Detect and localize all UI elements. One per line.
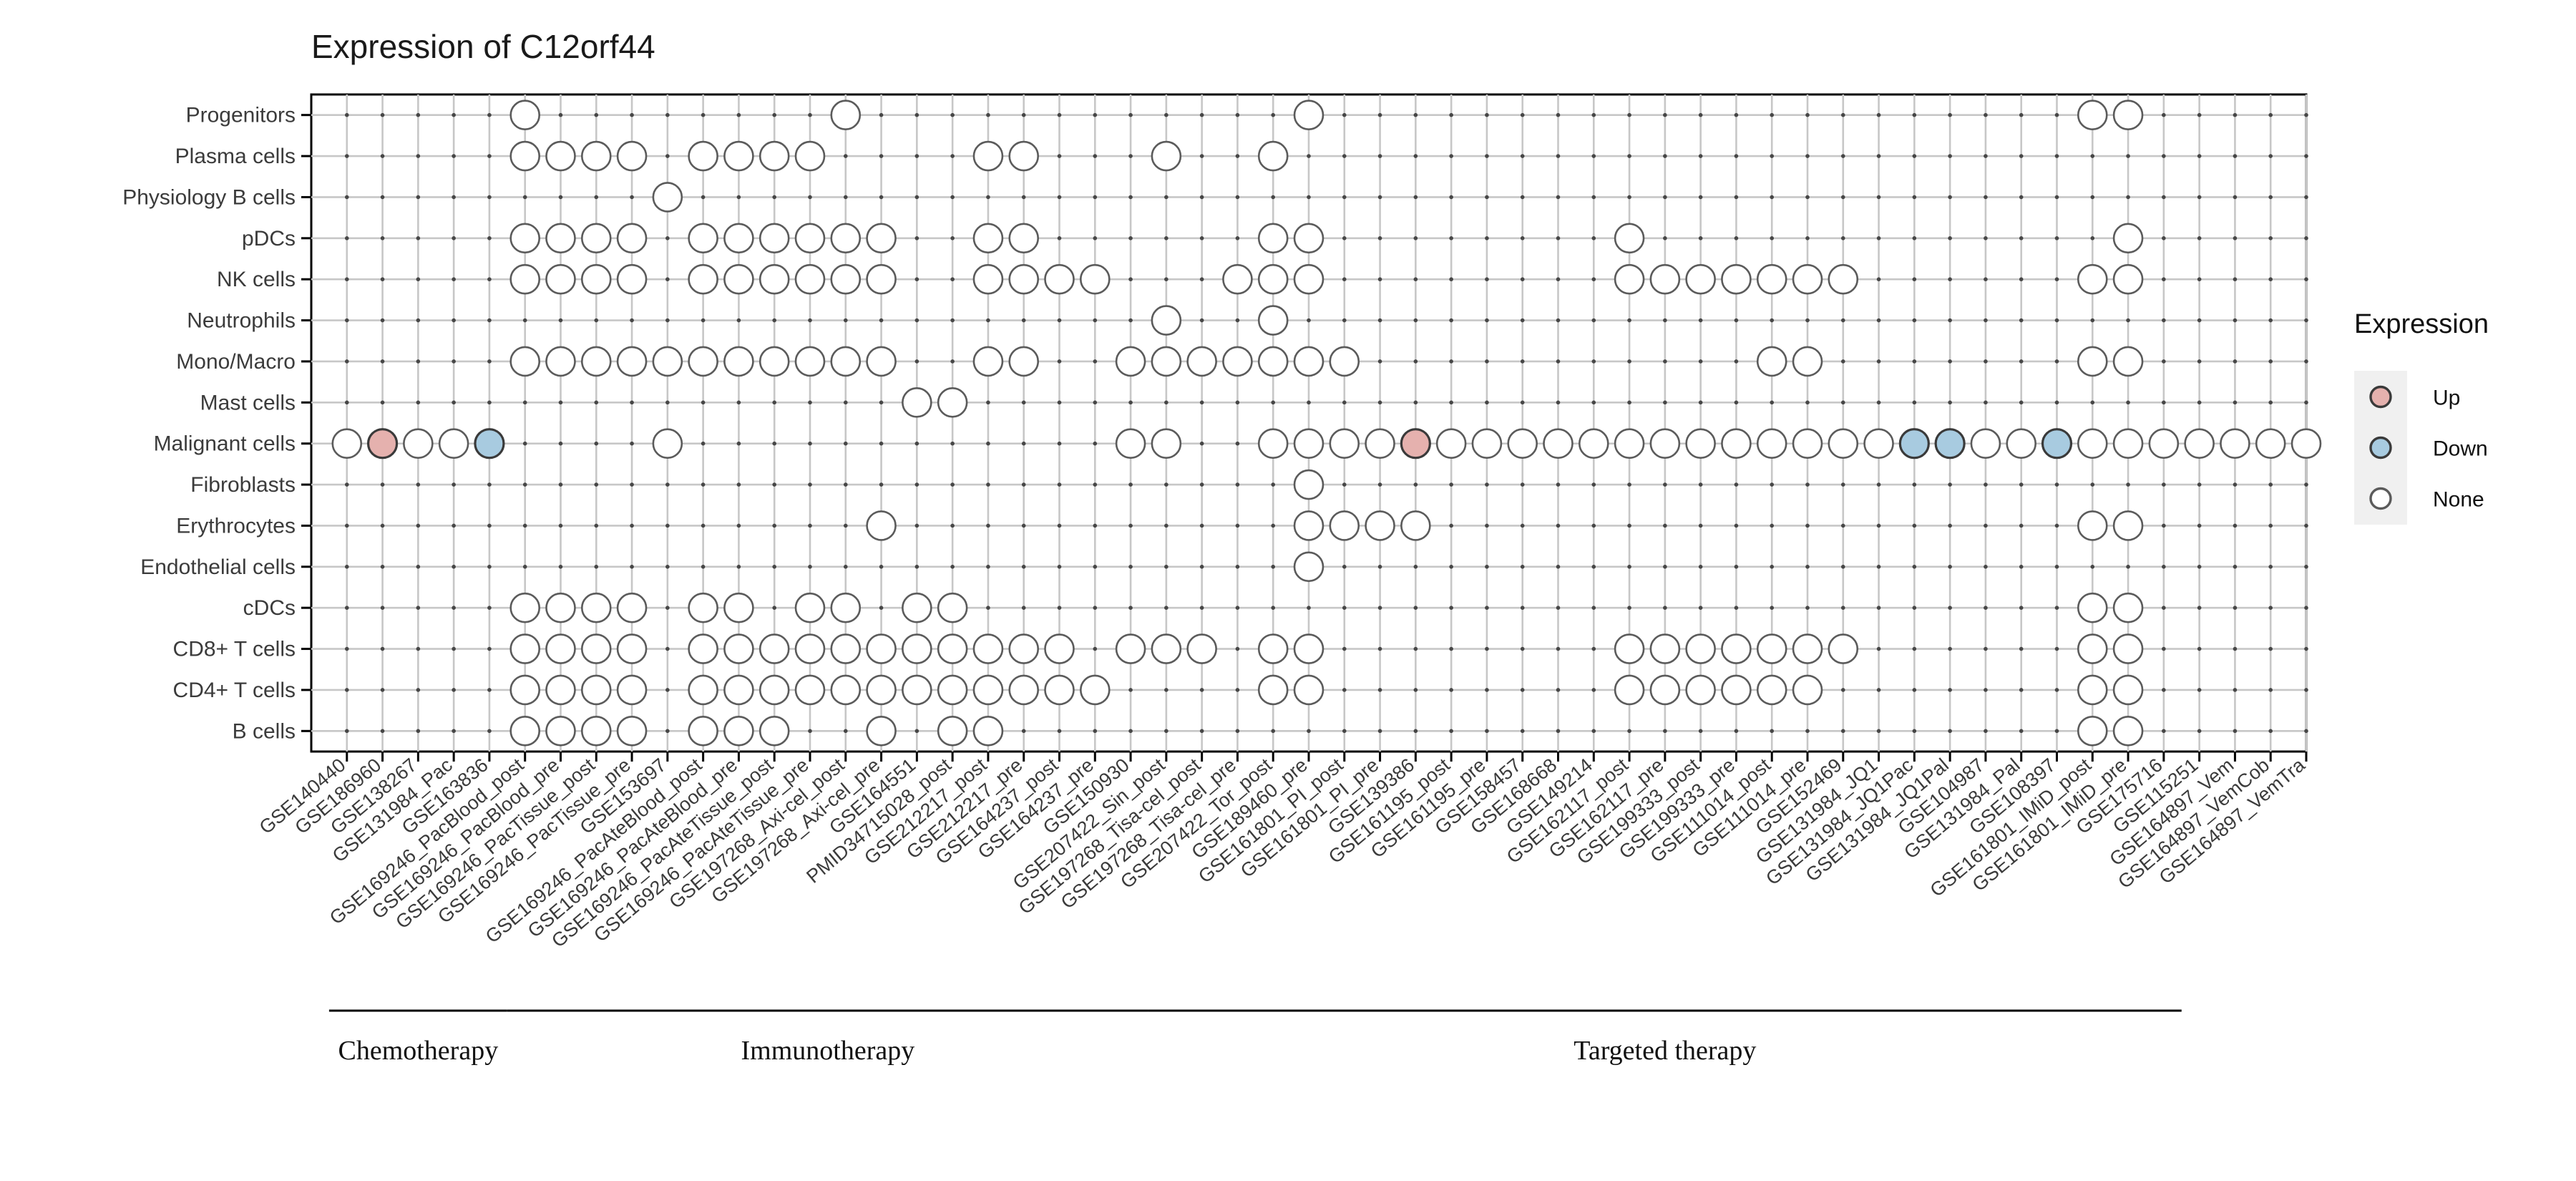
svg-text:Malignant cells: Malignant cells <box>154 432 296 456</box>
svg-text:Fibroblasts: Fibroblasts <box>190 473 296 497</box>
svg-text:Erythrocytes: Erythrocytes <box>176 514 296 538</box>
svg-text:Down: Down <box>2433 437 2488 461</box>
svg-text:Chemotherapy: Chemotherapy <box>338 1036 498 1066</box>
svg-text:CD8+ T cells: CD8+ T cells <box>173 638 296 661</box>
svg-text:CD4+ T cells: CD4+ T cells <box>173 679 296 702</box>
svg-text:Targeted therapy: Targeted therapy <box>1574 1036 1756 1066</box>
svg-text:Mast cells: Mast cells <box>200 391 296 414</box>
svg-text:Expression: Expression <box>2354 309 2489 339</box>
svg-text:Mono/Macro: Mono/Macro <box>176 350 296 374</box>
svg-text:pDCs: pDCs <box>242 227 296 251</box>
svg-text:Up: Up <box>2433 387 2460 410</box>
svg-text:cDCs: cDCs <box>243 596 296 620</box>
svg-text:Progenitors: Progenitors <box>186 104 296 127</box>
svg-text:Neutrophils: Neutrophils <box>187 309 296 333</box>
svg-text:Immunotherapy: Immunotherapy <box>741 1036 915 1066</box>
svg-text:NK cells: NK cells <box>217 268 296 291</box>
svg-text:Physiology B cells: Physiology B cells <box>122 185 296 209</box>
svg-text:Endothelial cells: Endothelial cells <box>140 555 296 579</box>
svg-text:None: None <box>2433 488 2484 512</box>
svg-text:Plasma cells: Plasma cells <box>175 145 296 168</box>
svg-text:B cells: B cells <box>233 719 296 743</box>
